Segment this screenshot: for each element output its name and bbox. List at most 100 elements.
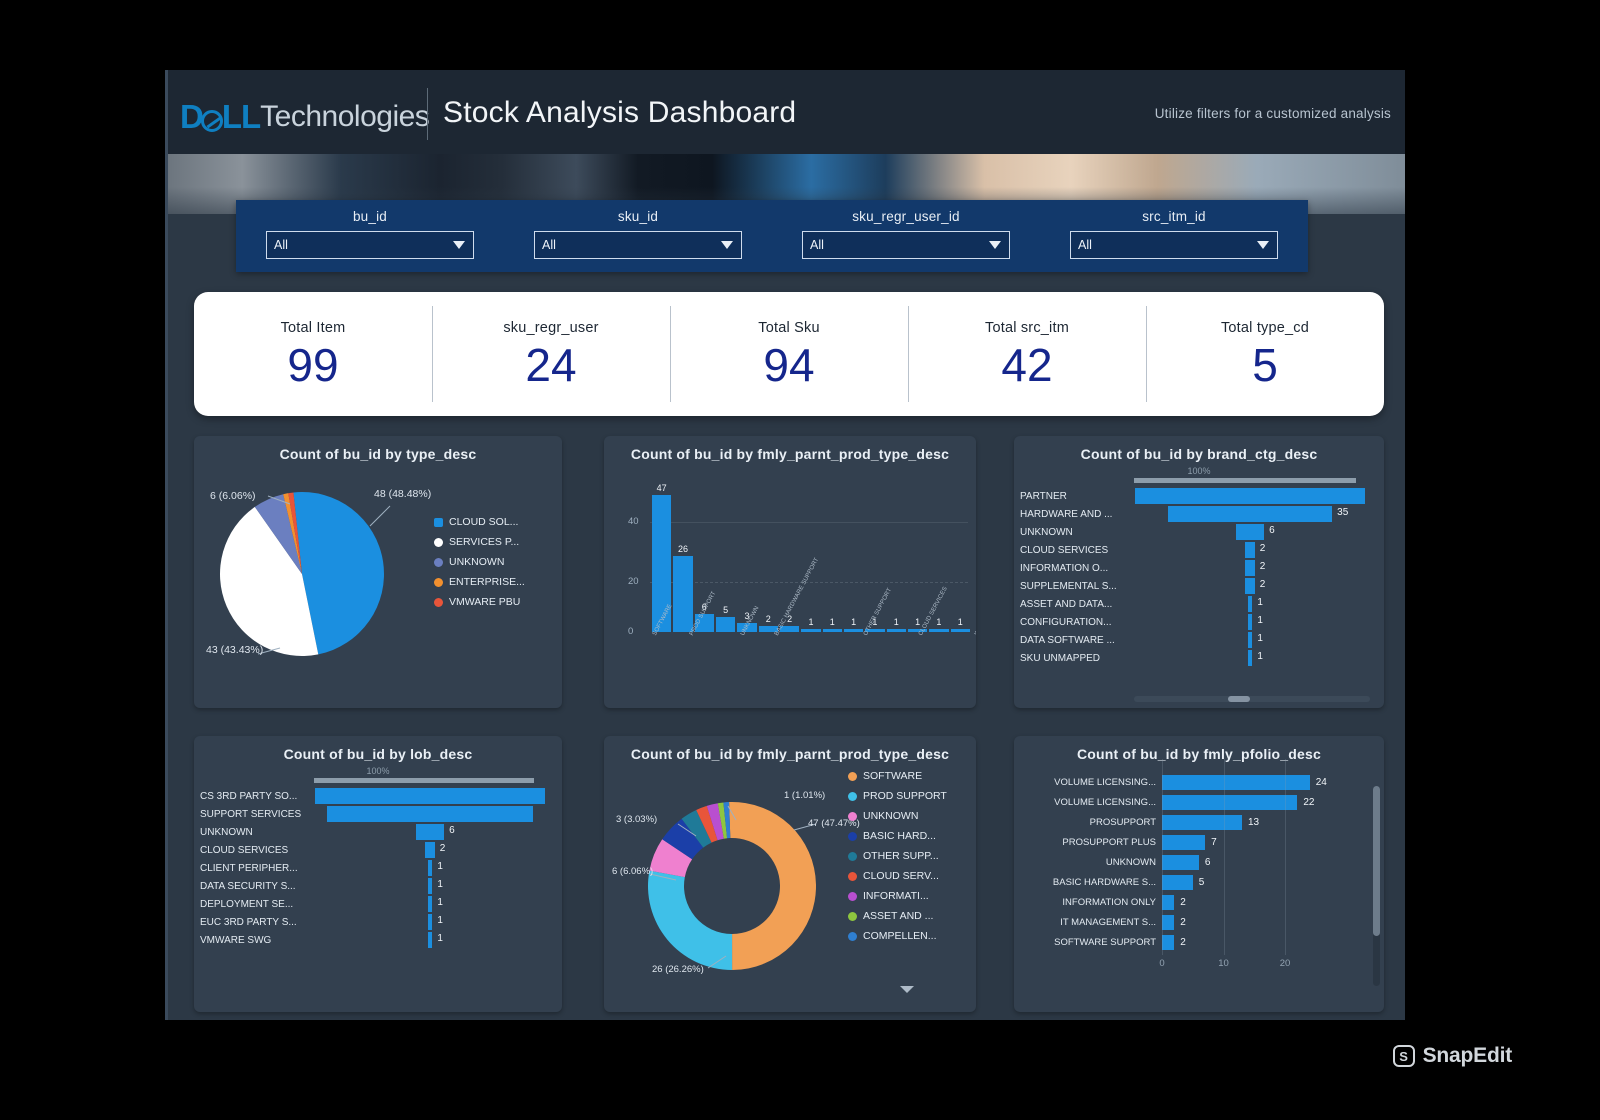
bar[interactable]: 1 [822,617,842,632]
horizontal-scrollbar[interactable] [1134,696,1370,702]
bar[interactable] [1247,650,1253,666]
chart-panel-fmly-pfolio-bar[interactable]: Count of bu_id by fmly_pfolio_desc VOLUM… [1014,736,1384,1012]
bar[interactable] [1162,934,1175,950]
bar[interactable] [425,842,435,858]
chart-panel-type-desc-pie[interactable]: Count of bu_id by type_desc 6 (6.06%) 48… [194,436,562,708]
hbar-series[interactable]: CS 3RD PARTY SO... SUPPORT SERVICES UNKN… [194,787,562,949]
pie-slice[interactable] [254,493,302,578]
chart-panel-fmly-parnt-donut[interactable]: Count of bu_id by fmly_parnt_prod_type_d… [604,736,976,1012]
kpi-total-sku[interactable]: Total Sku 94 [670,292,908,416]
donut-slice[interactable] [726,799,819,970]
hbar-chart-area[interactable]: 100% CS 3RD PARTY SO... SUPPORT SERVICES… [194,762,562,990]
filter-dropdown-src-itm-id[interactable]: All [1070,231,1278,259]
kpi-sku-regr-user[interactable]: sku_regr_user 24 [432,292,670,416]
bar-row[interactable]: SKU UNMAPPED 1 [1014,649,1384,667]
legend-item[interactable]: SOFTWARE [848,770,947,782]
bar[interactable] [1162,894,1175,910]
bar[interactable] [427,878,433,894]
bar[interactable]: 1 [886,617,906,632]
bar[interactable] [427,860,433,876]
donut-slice[interactable] [648,838,693,878]
bar-series[interactable]: VOLUME LICENSING... 24 VOLUME LICENSING.… [1014,772,1384,952]
bar[interactable] [1245,578,1255,594]
bar[interactable] [1162,874,1193,890]
bar[interactable] [1162,774,1310,790]
bar[interactable] [1162,854,1199,870]
chart-panel-lob-desc-bar[interactable]: Count of bu_id by lob_desc 100% CS 3RD P… [194,736,562,1012]
bar[interactable]: 1 [843,617,864,632]
column-chart-area[interactable]: 40 20 0 47 26 6 5 3 2 2 1 1 1 1 [604,462,976,694]
bar[interactable] [1247,632,1253,648]
donut-slice[interactable] [706,803,724,841]
scrollbar-thumb[interactable] [1228,696,1250,702]
pie-slice[interactable] [283,493,302,575]
filter-dropdown-sku-id[interactable]: All [534,231,742,259]
bar-chart-area[interactable]: VOLUME LICENSING... 24 VOLUME LICENSING.… [1014,759,1384,994]
filter-src-itm-id[interactable]: src_itm_id All [1040,200,1308,272]
bar[interactable] [315,788,545,804]
bar[interactable] [427,914,433,930]
filter-sku-id[interactable]: sku_id All [504,200,772,272]
donut-slice[interactable] [723,802,731,839]
kpi-total-src-itm[interactable]: Total src_itm 42 [908,292,1146,416]
bar[interactable] [427,896,433,912]
legend-item[interactable]: VMWARE PBU [434,596,525,608]
bar-row[interactable]: UNKNOWN 6 [1014,852,1384,872]
bar-row[interactable]: PROSUPPORT PLUS 7 [1014,832,1384,852]
bar-row[interactable]: SUPPORT SERVICES [194,805,562,823]
bar[interactable] [1235,524,1265,540]
bar-row[interactable]: DATA SECURITY S... 1 [194,877,562,895]
bar[interactable] [1162,914,1175,930]
bar-row[interactable]: ASSET AND DATA... 1 [1014,595,1384,613]
chevron-down-icon[interactable] [453,241,465,249]
legend-item[interactable]: UNKNOWN [434,556,525,568]
bar[interactable] [1167,506,1333,522]
scrollbar-thumb[interactable] [1373,786,1380,936]
bar-row[interactable]: VOLUME LICENSING... 22 [1014,792,1384,812]
pie-slice[interactable] [213,502,319,664]
bar-row[interactable]: VMWARE SWG 1 [194,931,562,949]
bar[interactable]: 1 [801,617,821,632]
legend-item[interactable]: UNKNOWN [848,810,947,822]
bar-row[interactable]: CLOUD SERVICES 2 [1014,541,1384,559]
chevron-down-icon[interactable] [900,986,914,993]
bar-row[interactable]: PROSUPPORT 13 [1014,812,1384,832]
bar[interactable]: 6 [694,602,714,632]
bar-row[interactable]: UNKNOWN 6 [194,823,562,841]
bar[interactable]: 1 [950,617,970,632]
bar-row[interactable]: INFORMATION O... 2 [1014,559,1384,577]
legend-item[interactable]: INFORMATI... [848,890,947,902]
bar[interactable] [1245,560,1255,576]
kpi-total-type-cd[interactable]: Total type_cd 5 [1146,292,1384,416]
hbar-chart-area[interactable]: 100% PARTNER HARDWARE AND ... 35 UNKNOWN… [1014,462,1384,690]
filter-bu-id[interactable]: bu_id All [236,200,504,272]
vertical-scrollbar[interactable] [1373,786,1380,986]
bar-row[interactable]: DEPLOYMENT SE... 1 [194,895,562,913]
donut-chart-graphic[interactable] [604,762,976,1005]
legend-item[interactable]: CLOUD SOL... [434,516,525,528]
bar[interactable] [1162,814,1242,830]
chart-panel-fmly-parnt-column[interactable]: Count of bu_id by fmly_parnt_prod_type_d… [604,436,976,708]
chevron-down-icon[interactable] [1257,241,1269,249]
donut-slice[interactable] [696,805,718,844]
bar-row[interactable]: UNKNOWN 6 [1014,523,1384,541]
bar[interactable]: 26 [673,544,693,632]
chart-panel-brand-ctg-bar[interactable]: Count of bu_id by brand_ctg_desc 100% PA… [1014,436,1384,708]
column-series[interactable]: 47 26 6 5 3 2 2 1 1 1 1 1 1 1 [652,483,970,632]
bar-row[interactable]: PARTNER [1014,487,1384,505]
donut-slice[interactable] [717,802,728,839]
legend-item[interactable]: PROD SUPPORT [848,790,947,802]
bar[interactable] [1245,542,1255,558]
bar-row[interactable]: SUPPLEMENTAL S... 2 [1014,577,1384,595]
bar[interactable] [326,806,534,822]
bar[interactable] [1247,614,1253,630]
filter-sku-regr-user-id[interactable]: sku_regr_user_id All [772,200,1040,272]
bar[interactable] [427,932,433,948]
bar-row[interactable]: CONFIGURATION... 1 [1014,613,1384,631]
legend-item[interactable]: BASIC HARD... [848,830,947,842]
bar[interactable] [1162,794,1298,810]
hbar-series[interactable]: PARTNER HARDWARE AND ... 35 UNKNOWN 6 CL… [1014,487,1384,667]
bar-row[interactable]: VOLUME LICENSING... 24 [1014,772,1384,792]
bar[interactable]: 2 [779,614,800,632]
bar[interactable]: 1 [865,617,885,632]
